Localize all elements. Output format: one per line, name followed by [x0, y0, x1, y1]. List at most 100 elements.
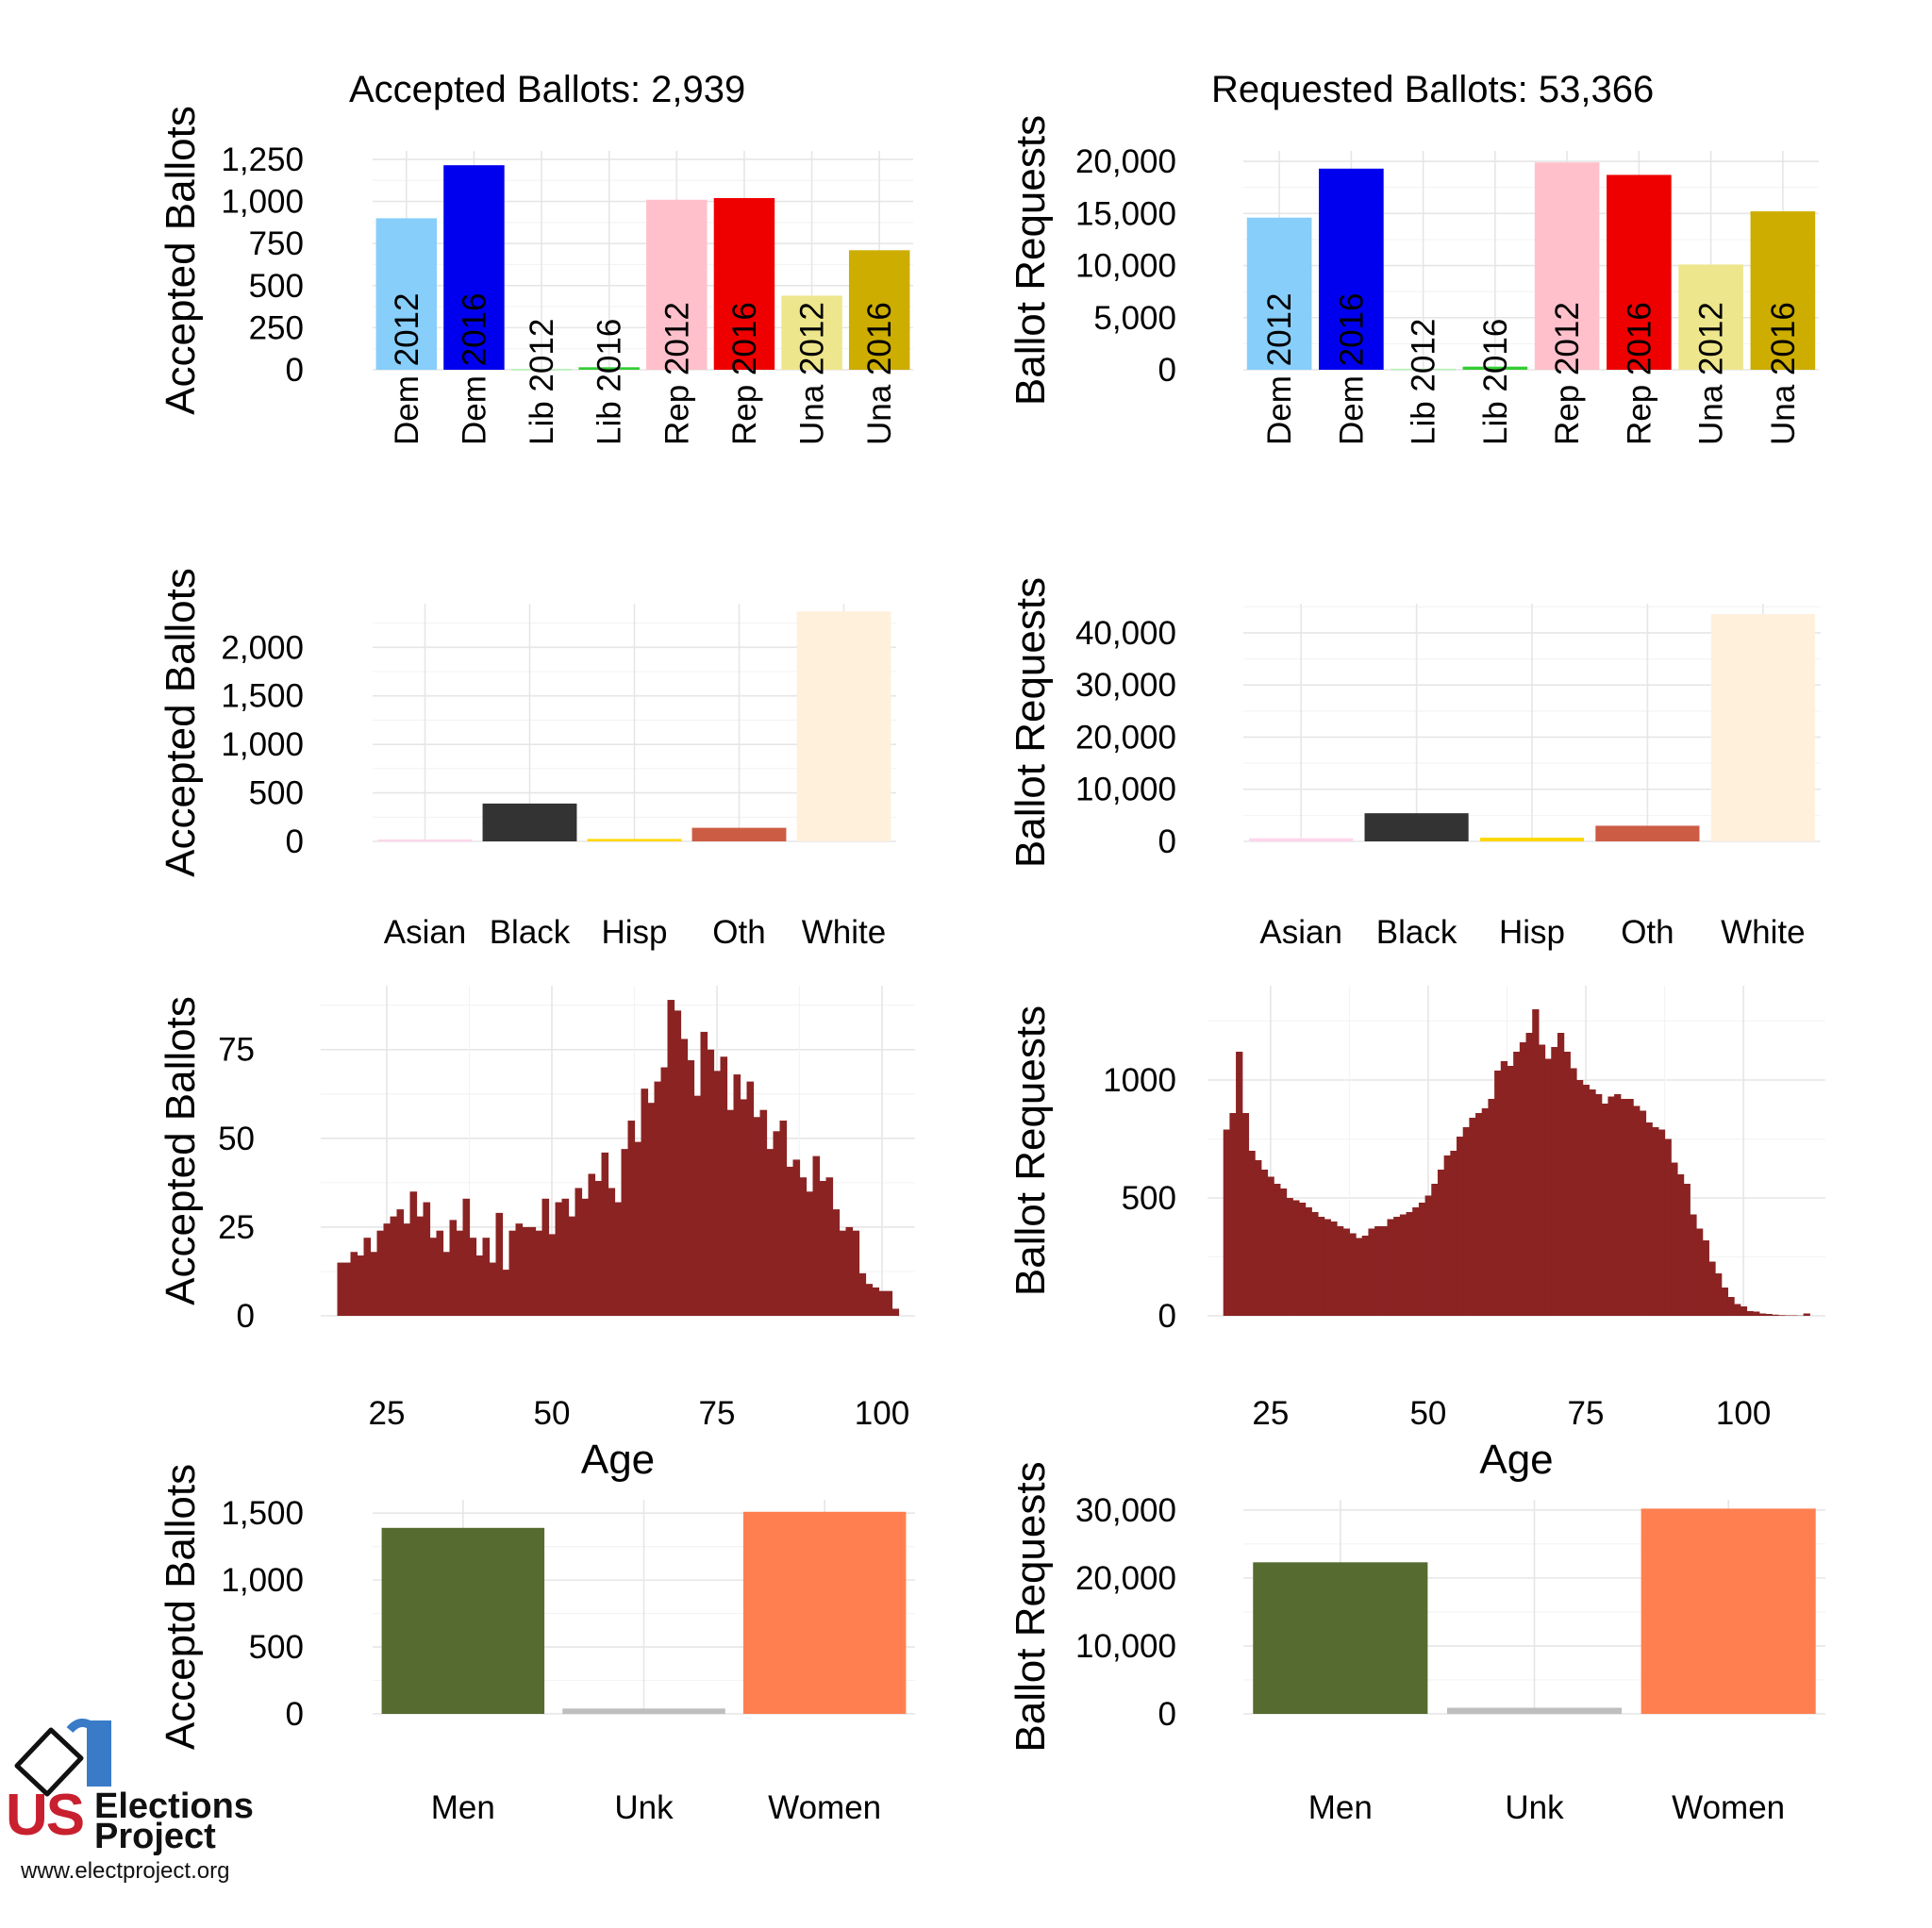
- y-axis-title: Accepted Ballots: [158, 106, 204, 415]
- histogram-bar: [839, 1230, 847, 1316]
- histogram-bar: [1412, 1207, 1420, 1316]
- histogram-bar: [1494, 1071, 1502, 1316]
- histogram-bar: [429, 1238, 438, 1316]
- histogram-bar: [792, 1159, 801, 1316]
- histogram-bar: [634, 1141, 642, 1316]
- bar-black: [1364, 813, 1469, 841]
- histogram-bar: [1387, 1219, 1394, 1316]
- y-tick-label: 0: [1158, 1298, 1176, 1335]
- bar-lib-2012: [1391, 368, 1456, 371]
- x-tick-label: Lib 2016: [591, 319, 628, 445]
- y-tick-label: 50: [218, 1121, 255, 1157]
- histogram-bar: [707, 1049, 715, 1316]
- bar-lib-2016: [578, 367, 640, 370]
- bar-series: [381, 1511, 907, 1714]
- bar-series: [1253, 1508, 1816, 1714]
- bar-oth: [691, 827, 787, 841]
- histogram-bar: [350, 1252, 358, 1316]
- histogram-bar: [1746, 1311, 1754, 1316]
- chart-panel-acc-age: 0 25 50 75 Accepted Ballots 25 50 75 100 Age: [158, 986, 915, 1483]
- histogram-bar: [1620, 1099, 1628, 1316]
- histogram-bar: [1292, 1200, 1300, 1316]
- histogram-bar: [1469, 1118, 1476, 1316]
- bar-series: [377, 611, 891, 841]
- histogram-bar: [1734, 1304, 1741, 1316]
- logo-us-text: US: [6, 1783, 85, 1848]
- histogram-bar: [700, 1031, 708, 1316]
- chart-panel-acc-gender: 0 500 1,000 1,500 Acceptd Ballots Men Unk Women: [158, 1464, 915, 1826]
- histogram-bar: [1311, 1212, 1319, 1316]
- histogram-bar: [1645, 1122, 1653, 1316]
- histogram-bar: [409, 1191, 418, 1316]
- bar-unk: [562, 1708, 725, 1714]
- x-tick-label: 25: [1252, 1395, 1289, 1432]
- chart-title: Requested Ballots: 53,366: [1211, 69, 1654, 110]
- histogram-bar: [713, 1071, 722, 1316]
- y-tick-label: 750: [249, 225, 304, 262]
- histogram-bar: [1721, 1288, 1729, 1316]
- x-tick-label: Una 2012: [794, 302, 831, 445]
- histogram-bar: [1513, 1052, 1521, 1316]
- y-tick-label: 1000: [1103, 1062, 1176, 1099]
- logo-project-text: Project: [94, 1817, 216, 1856]
- histogram-bar: [1777, 1315, 1786, 1316]
- histogram-bar: [482, 1238, 491, 1316]
- histogram-bar: [1525, 1033, 1533, 1316]
- x-tick-label: Oth: [1621, 914, 1674, 951]
- histogram-bar: [449, 1220, 458, 1316]
- histogram-bar: [1671, 1162, 1678, 1316]
- histogram-bar: [1462, 1127, 1470, 1316]
- histogram-bar: [1784, 1315, 1791, 1316]
- histogram-bar: [1683, 1184, 1690, 1316]
- histogram-bar: [396, 1209, 405, 1316]
- histogram-bar: [885, 1290, 893, 1316]
- histogram-bar: [568, 1216, 576, 1316]
- bar-lib-2016: [1462, 366, 1528, 370]
- histogram-bar: [627, 1121, 636, 1316]
- histogram-bar: [489, 1262, 497, 1316]
- histogram-bar: [1532, 1009, 1540, 1316]
- x-tick-label: 75: [699, 1395, 736, 1432]
- bar-series: [1249, 614, 1815, 841]
- histogram-bar: [594, 1180, 603, 1316]
- histogram-bar: [1393, 1217, 1401, 1316]
- y-tick-label: 30,000: [1075, 1492, 1176, 1529]
- histogram-bar: [1657, 1129, 1666, 1316]
- chart-panel-req-party: 0 5,000 10,000 15,000 20,000 Ballot Requests R…: [1008, 69, 1819, 445]
- bar-rep-2012: [646, 199, 708, 370]
- histogram-bar: [1519, 1042, 1527, 1316]
- x-tick-label: White: [802, 914, 886, 951]
- histogram-bar: [1715, 1273, 1723, 1316]
- y-tick-label: 0: [286, 823, 304, 860]
- bar-una-2012: [781, 295, 842, 370]
- histogram-bar: [1424, 1195, 1432, 1316]
- histogram-bar: [1607, 1096, 1615, 1316]
- histogram-bar: [1765, 1314, 1773, 1316]
- y-tick-label: 30,000: [1075, 667, 1176, 704]
- x-tick-label: White: [1721, 914, 1805, 951]
- histogram-bar: [614, 1202, 623, 1316]
- bar-dem-2012: [1246, 217, 1312, 370]
- x-tick-label: Lib 2016: [1477, 319, 1514, 445]
- y-tick-label: 10,000: [1075, 772, 1176, 808]
- bar-men: [381, 1527, 545, 1714]
- y-tick-label: 0: [237, 1298, 255, 1335]
- histogram-bar: [1223, 1129, 1230, 1316]
- histogram-bar: [1374, 1226, 1382, 1316]
- histogram-bar: [442, 1252, 451, 1316]
- histogram-bar: [660, 1067, 669, 1316]
- y-axis-title: Accepted Ballots: [158, 568, 204, 877]
- bar-women: [1641, 1508, 1816, 1714]
- y-tick-label: 0: [1158, 352, 1176, 389]
- bar-dem-2016: [443, 165, 505, 370]
- y-tick-label: 10,000: [1075, 248, 1176, 285]
- x-tick-label: Rep 2012: [1549, 302, 1586, 445]
- y-tick-label: 1,500: [221, 678, 304, 715]
- x-axis-title: Age: [581, 1437, 655, 1483]
- histogram-bar: [1406, 1212, 1413, 1316]
- x-tick-label: Una 2016: [1765, 302, 1802, 445]
- x-tick-label: Una 2016: [861, 302, 898, 445]
- histogram-bar: [528, 1226, 537, 1316]
- histogram-bar: [786, 1166, 794, 1316]
